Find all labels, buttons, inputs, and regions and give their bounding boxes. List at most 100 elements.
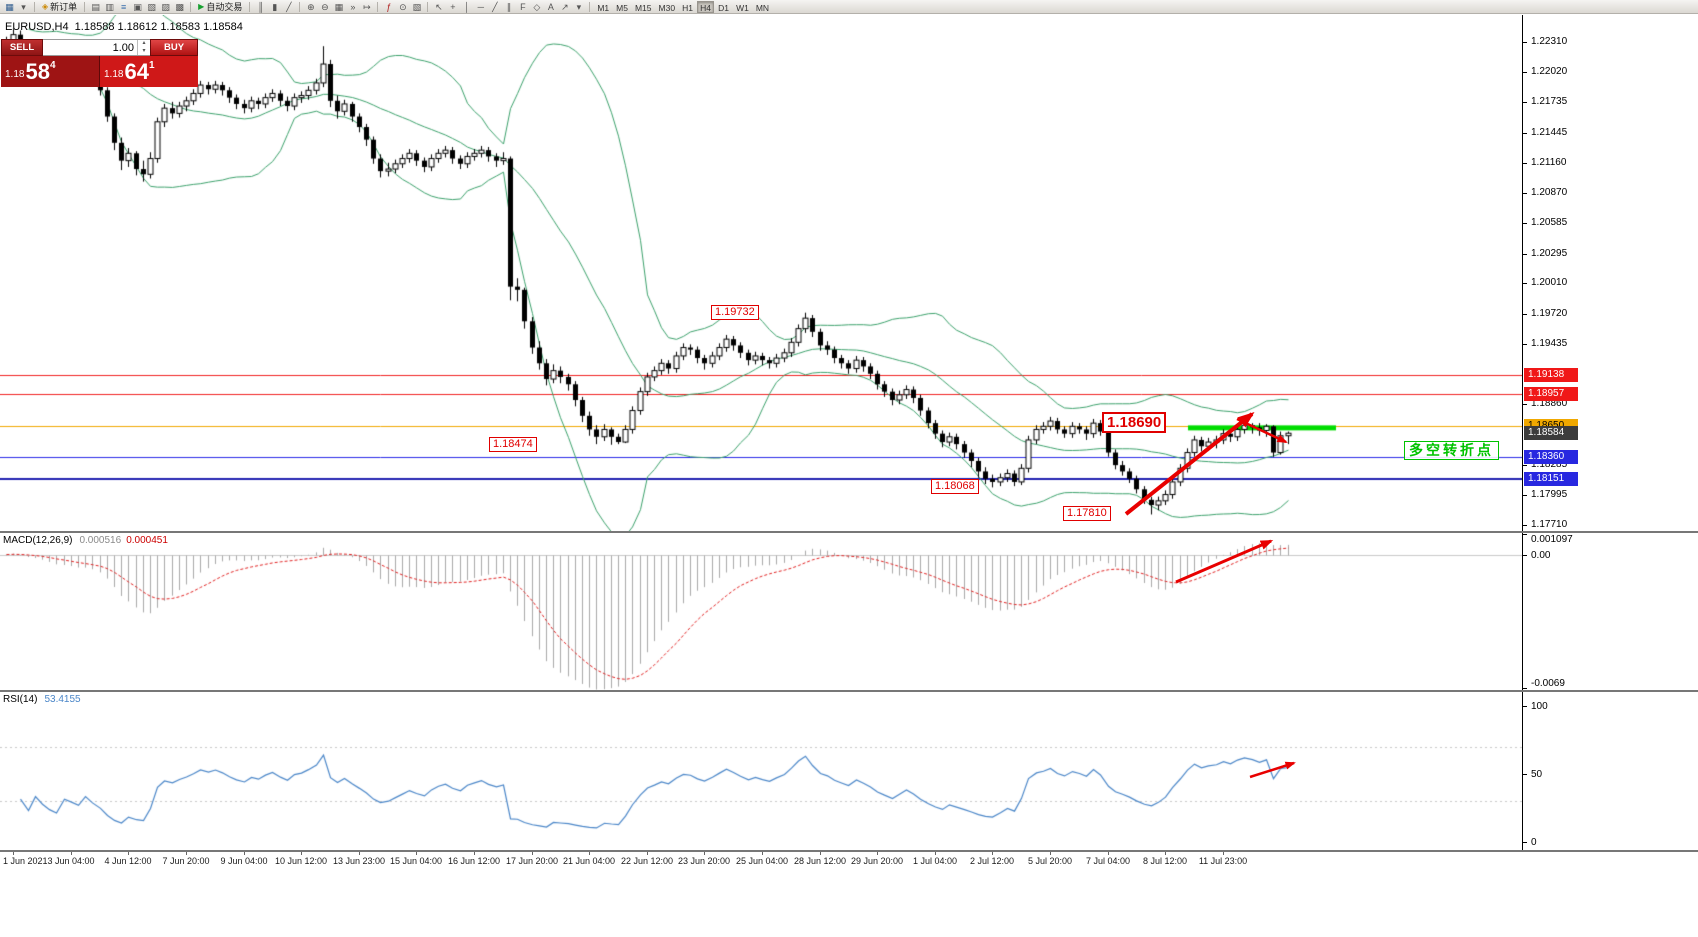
chart-shift-icon[interactable]: ↦ <box>363 1 371 12</box>
profiles-icon[interactable]: ▥ <box>105 1 114 12</box>
macd-scale[interactable]: 0.001097 0.00 -0.0069 <box>1522 533 1698 690</box>
time-label: 23 Jun 20:00 <box>677 856 731 866</box>
price-annotation[interactable]: 1.19732 <box>711 304 759 320</box>
volume-down-icon[interactable]: ▾ <box>142 47 146 54</box>
price-tick-label: 1.20870 <box>1531 187 1568 199</box>
navigator-icon[interactable]: ▧ <box>147 1 156 12</box>
price-scale[interactable]: 1.22310 1.22020 1.21735 1.21445 1.21160 1.208… <box>1522 15 1698 531</box>
price-annotation[interactable]: 1.17810 <box>1063 506 1111 522</box>
rsi-canvas[interactable] <box>0 692 1522 850</box>
time-tick-mark <box>877 852 878 855</box>
channel-icon[interactable]: ∥ <box>506 1 512 12</box>
strategy-tester-icon[interactable]: ▩ <box>175 1 184 12</box>
timeframe-M5[interactable]: M5 <box>616 2 628 13</box>
ask-pip-fraction: 1 <box>148 60 155 71</box>
vertical-line-icon[interactable]: │ <box>464 1 470 12</box>
turning-point-label[interactable]: 多空转折点 <box>1404 441 1499 460</box>
time-tick-mark <box>301 852 302 855</box>
macd-tick-label: 0.00 <box>1531 549 1551 561</box>
rsi-scale[interactable]: 100 50 0 <box>1522 692 1698 850</box>
price-chart-canvas[interactable] <box>0 15 1522 531</box>
tile-windows-icon[interactable]: ▦ <box>334 1 344 12</box>
price-annotation[interactable]: 1.18474 <box>489 436 537 452</box>
price-tick-mark <box>1523 254 1527 255</box>
price-tick-mark <box>1523 223 1527 224</box>
timeframe-W1[interactable]: W1 <box>736 2 749 13</box>
price-tick-label: 1.21735 <box>1531 96 1568 108</box>
crosshair-icon[interactable]: + <box>450 1 456 12</box>
price-tick-label: 1.18860 <box>1531 398 1568 410</box>
time-label: 21 Jun 04:00 <box>562 856 616 866</box>
timeframe-H1[interactable]: H1 <box>682 2 693 13</box>
timeframe-M1[interactable]: M1 <box>597 2 610 13</box>
indicators-icon[interactable]: ƒ <box>386 1 392 12</box>
bid-price[interactable]: 1.18 58 4 <box>1 56 100 87</box>
market-watch-icon[interactable]: ≡ <box>121 1 127 12</box>
terminal-icon[interactable]: ▨ <box>161 1 170 12</box>
text-icon[interactable]: A <box>547 1 554 12</box>
time-label: 29 Jun 20:00 <box>850 856 904 866</box>
macd-signal-value: 0.000451 <box>126 535 168 546</box>
panel-splitter[interactable] <box>0 690 1698 692</box>
time-tick-mark <box>647 852 648 855</box>
buy-button[interactable]: BUY <box>150 39 198 56</box>
panel-splitter[interactable] <box>0 850 1698 852</box>
bar-chart-icon[interactable]: ║ <box>257 1 265 12</box>
templates-icon[interactable]: ▧ <box>412 1 422 12</box>
volume-up-icon[interactable]: ▴ <box>142 40 146 46</box>
periods-icon[interactable]: ⊙ <box>399 1 407 12</box>
timeframe-MN[interactable]: MN <box>755 2 770 13</box>
autotrading-button[interactable]: ▶ 自动交易 <box>195 1 245 13</box>
time-label: 2 Jul 12:00 <box>969 856 1015 866</box>
ask-price[interactable]: 1.18 64 1 <box>100 56 198 87</box>
time-tick-mark <box>13 852 14 855</box>
new-order-button[interactable]: ◈ 新订单 <box>39 1 80 13</box>
data-window-icon[interactable]: ▣ <box>133 1 142 12</box>
arrows-caret-icon[interactable]: ▾ <box>576 1 582 12</box>
sell-button[interactable]: SELL <box>1 39 43 56</box>
time-axis[interactable]: 1 Jun 2021 3 Jun 04:00 4 Jun 12:00 7 Jun 20… <box>0 852 1698 868</box>
window-caret-icon[interactable]: ▾ <box>21 1 26 12</box>
auto-scroll-icon[interactable]: » <box>350 1 356 12</box>
toolbar-separator <box>589 1 591 12</box>
ask-prefix: 1.18 <box>104 69 124 80</box>
macd-tick-label: 0.001097 <box>1531 534 1573 545</box>
volume-input[interactable]: 1.00 ▴ ▾ <box>43 39 150 56</box>
time-label: 3 Jun 04:00 <box>47 856 95 866</box>
trendline-icon[interactable]: ╱ <box>492 1 498 12</box>
macd-canvas[interactable] <box>0 533 1522 690</box>
timeframe-M30[interactable]: M30 <box>658 2 676 13</box>
bid-prefix: 1.18 <box>5 69 25 80</box>
price-tick-label: 1.19435 <box>1531 337 1568 349</box>
time-tick-mark <box>1165 852 1166 855</box>
arrows-icon[interactable]: ↗ <box>561 1 569 12</box>
price-tick-mark <box>1523 344 1527 345</box>
timeframe-H4[interactable]: H4 <box>697 0 715 13</box>
price-badge: 1.19138 <box>1524 368 1578 383</box>
price-annotation[interactable]: 1.18690 <box>1102 412 1167 434</box>
price-annotation[interactable]: 1.18068 <box>931 479 979 495</box>
time-label: 28 Jun 12:00 <box>793 856 847 866</box>
time-label: 8 Jul 12:00 <box>1142 856 1188 866</box>
new-order-button-label: 新订单 <box>50 2 78 12</box>
chart-window-icon[interactable]: ▦ <box>5 1 14 12</box>
zoom-in-icon[interactable]: ⊕ <box>307 1 315 12</box>
time-tick-mark <box>128 852 129 855</box>
volume-spinner[interactable]: ▴ ▾ <box>137 40 150 55</box>
cursor-icon[interactable]: ↖ <box>435 1 443 12</box>
panel-splitter[interactable] <box>0 531 1698 533</box>
charts-icon[interactable]: ▤ <box>91 1 100 12</box>
shapes-icon[interactable]: ◇ <box>533 1 541 12</box>
price-badge: 1.18584 <box>1524 426 1578 441</box>
fibonacci-icon[interactable]: F <box>520 1 526 12</box>
horizontal-line-icon[interactable]: ─ <box>477 1 485 12</box>
timeframe-D1[interactable]: D1 <box>718 2 729 13</box>
zoom-out-icon[interactable]: ⊖ <box>321 1 329 12</box>
candlestick-chart-icon[interactable]: ▮ <box>272 1 278 12</box>
chart-quote-line: EURUSD,H4 1.18588 1.18612 1.18583 1.1858… <box>5 21 243 33</box>
price-tick-label: 1.17710 <box>1531 518 1568 530</box>
price-tick-mark <box>1523 163 1527 164</box>
timeframe-M15[interactable]: M15 <box>634 2 652 13</box>
price-tick-mark <box>1523 283 1527 284</box>
line-chart-icon[interactable]: ╱ <box>286 1 292 12</box>
